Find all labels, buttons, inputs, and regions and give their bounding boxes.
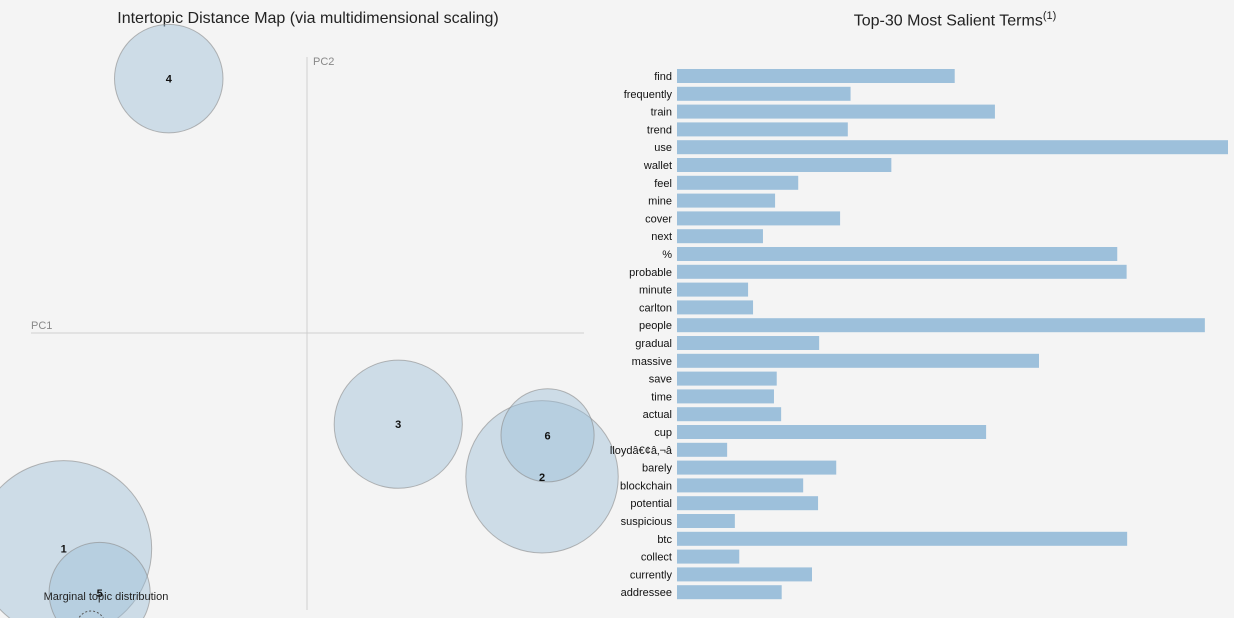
intertopic-map: PC1 PC2 1 2 3 4 5 6 Marginal topic distributi… [0,23,619,618]
term-bar [677,549,740,564]
term-label: use [654,142,672,154]
term-label: collect [641,552,672,564]
term-bar [677,282,749,297]
term-label: gradual [635,338,672,350]
term-bar [677,122,848,137]
term-bar [677,229,763,244]
topic-label-1: 1 [61,544,67,556]
term-label: carlton [639,302,672,314]
term-bar [677,496,819,511]
term-label: actual [643,409,672,421]
term-bar [677,442,728,457]
topic-circle-6 [500,388,595,483]
term-label: blockchain [620,480,672,492]
topic-circle-3 [333,359,463,489]
term-label: train [651,107,672,119]
intertopic-map-title: Intertopic Distance Map (via multidimens… [117,10,499,27]
term-label: save [649,374,672,386]
term-bar [677,567,812,582]
term-bar [677,175,799,190]
term-bar [677,460,837,475]
topic-label-2: 2 [539,472,545,484]
term-bar [677,514,735,528]
term-label: time [651,391,672,403]
term-label: suspicious [621,516,673,528]
term-label: people [639,320,672,332]
term-bar [677,336,820,350]
term-bar [677,104,995,119]
salient-terms-title-superscript: (1) [1042,10,1057,22]
legend-label: Marginal topic distribution [44,591,169,603]
term-bar [677,371,777,386]
term-label: btc [657,534,672,546]
term-bar [677,69,955,83]
term-bar [677,264,1127,279]
legend-circle-small [78,610,104,618]
term-bar [677,353,1040,368]
term-bar [677,211,841,226]
term-label: wallet [643,160,672,172]
term-bar [677,585,782,600]
term-label: lloydâ€¢â‚¬â [610,445,673,457]
topic-circle-2 [465,400,619,554]
term-bar [677,425,987,439]
term-label: probable [629,267,672,279]
term-label: next [651,231,672,243]
term-bar [677,300,754,315]
topic-circles: 1 2 3 4 5 6 [0,23,619,618]
term-label: massive [632,356,672,368]
pc1-axis-label: PC1 [31,320,52,332]
term-bar [677,531,1128,546]
topic-label-5: 5 [97,588,103,600]
salient-terms-title-text: Top-30 Most Salient Terms [853,12,1043,30]
term-bar [677,247,1118,261]
marginal-distribution-legend: Marginal topic distribution [44,591,169,618]
term-bar [677,158,892,172]
term-bar [677,140,1228,155]
term-bar [677,478,804,493]
topic-circle-1 [0,460,153,618]
term-label: currently [630,569,673,581]
term-label: potential [630,498,672,510]
topic-label-6: 6 [544,430,550,442]
topic-label-3: 3 [395,419,401,431]
term-bar [677,318,1205,333]
topic-circle-4 [114,23,224,134]
term-label: frequently [624,89,673,101]
salient-terms-bars: find frequently train trend use wallet feel min… [610,69,1228,600]
topic-label-4: 4 [166,74,173,86]
term-label: find [654,71,672,83]
term-label: minute [639,285,672,297]
term-bar [677,389,774,404]
term-label: mine [648,196,672,208]
term-bar [677,86,851,101]
term-label: % [662,249,672,261]
pc2-axis-label: PC2 [313,56,334,68]
term-label: cover [645,213,672,225]
term-label: trend [647,124,672,136]
term-label: barely [642,463,672,475]
salient-terms-title: Top-30 Most Salient Terms(1) [760,10,1150,30]
term-bar [677,193,776,208]
topic-circle-5 [48,541,151,618]
term-label: addressee [621,587,672,599]
term-label: feel [654,178,672,190]
term-label: cup [654,427,672,439]
term-bar [677,407,782,422]
